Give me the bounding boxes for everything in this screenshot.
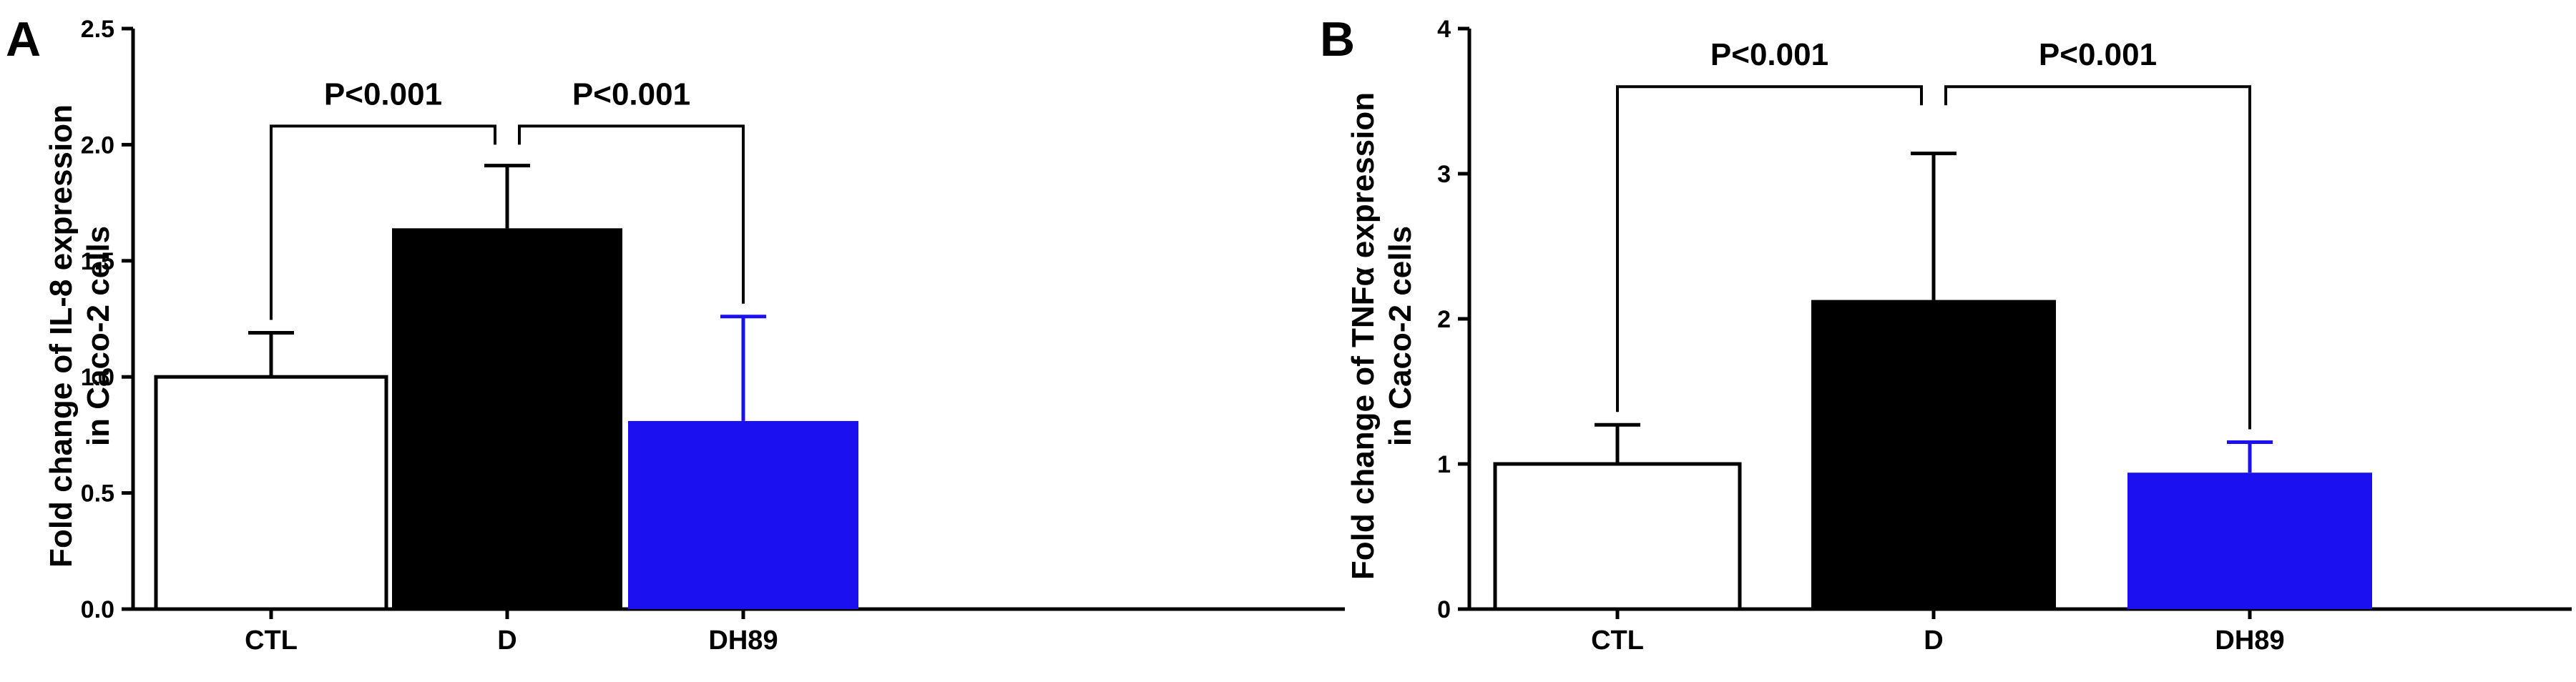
comparison-bracket	[270, 124, 496, 320]
panel-a-ylabel-line1: Fold change of IL-8 expression	[44, 104, 79, 568]
y-tick-label: 1.5	[81, 248, 114, 275]
y-tick-label: 0	[1437, 596, 1451, 623]
y-tick-label: 0.5	[81, 480, 114, 508]
p-value-label: P<0.001	[2039, 37, 2157, 72]
y-tick-label: 3	[1437, 161, 1451, 188]
panel-a-y-ticks: 0.0 0.5 1.0 1.5 2.0 2.5	[81, 16, 133, 623]
panel-b-category-labels: CTL D DH89	[1591, 609, 2285, 656]
panel-b-ylabel-line2: in Caco-2 cells	[1383, 226, 1418, 446]
panel-b-comparisons: P<0.001 P<0.001	[1616, 37, 2251, 430]
y-tick-label: 1.0	[81, 364, 114, 391]
panel-b-ylabel-line1: Fold change of TNFα expression	[1346, 92, 1381, 580]
p-value-label: P<0.001	[572, 76, 690, 112]
bar-dh89	[2127, 473, 2372, 609]
panel-a-category-labels: CTL D DH89	[245, 609, 778, 656]
category-label-d: D	[1924, 626, 1943, 656]
panel-b: B Fold change of TNFα expression in Caco…	[1320, 12, 2572, 656]
bar-ctl	[154, 375, 388, 611]
y-tick-label: 4	[1437, 16, 1451, 43]
panel-a-label: A	[6, 12, 41, 66]
y-tick-label: 2	[1437, 306, 1451, 333]
category-label-dh89: DH89	[708, 626, 778, 656]
category-label-d: D	[497, 626, 516, 656]
panel-b-label: B	[1320, 12, 1355, 66]
bar-d	[392, 228, 622, 609]
y-tick-label: 2.5	[81, 16, 114, 43]
y-tick-label: 1	[1437, 451, 1451, 478]
bar-ctl	[1493, 462, 1742, 611]
category-label-dh89: DH89	[2215, 626, 2284, 656]
panel-a-ylabel-line2: in Caco-2 cells	[81, 226, 116, 446]
y-tick-label: 0.0	[81, 596, 114, 623]
panel-b-bars	[1493, 152, 2372, 611]
panel-a-bars	[154, 164, 858, 611]
comparison-bracket	[1616, 85, 1923, 412]
comparison-bracket	[518, 124, 745, 304]
bar-d	[1811, 300, 2056, 609]
panel-a-comparisons: P<0.001 P<0.001	[270, 76, 745, 320]
panel-a: A Fold change of IL-8 expression in Caco…	[6, 12, 1345, 656]
category-label-ctl: CTL	[245, 626, 298, 656]
category-label-ctl: CTL	[1591, 626, 1644, 656]
p-value-label: P<0.001	[1710, 37, 1828, 72]
p-value-label: P<0.001	[324, 76, 442, 112]
panel-b-y-ticks: 0 1 2 3 4	[1437, 16, 1469, 623]
bar-dh89	[628, 420, 858, 609]
y-tick-label: 2.0	[81, 132, 114, 159]
comparison-bracket	[1944, 85, 2251, 430]
